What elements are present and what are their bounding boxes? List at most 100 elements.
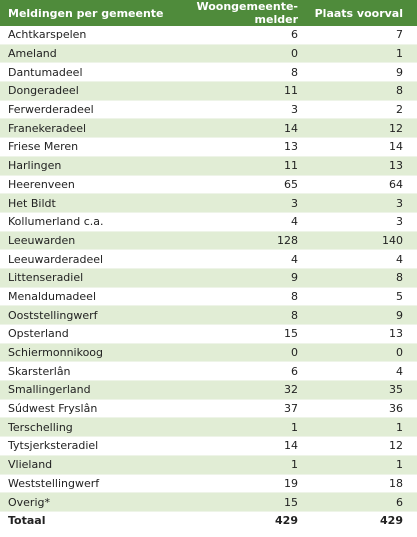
- table-row: Menaldumadeel 8 5: [0, 287, 417, 307]
- table-row: Súdwest Fryslân 37 36: [0, 399, 417, 419]
- cell-value: 1: [298, 44, 417, 64]
- row-label: Tytsjerksteradiel: [0, 436, 168, 456]
- table-row: Kollumerland c.a. 4 3: [0, 212, 417, 232]
- table-row: Terschelling 1 1: [0, 417, 417, 438]
- table-row: Heerenveen 65 64: [0, 175, 417, 195]
- cell-value: 0: [168, 44, 298, 64]
- table-row: Het Bildt 3 3: [0, 193, 417, 213]
- table-row: Ameland 0 1: [0, 44, 417, 64]
- cell-value: 65: [168, 175, 298, 195]
- row-label: Dongeradeel: [0, 81, 168, 101]
- table-body: Achtkarspelen 6 7 Ameland 0 1 Dantumadeel 8 9 Don…: [0, 26, 417, 530]
- cell-value: 13: [168, 137, 298, 157]
- row-label: Dantumadeel: [0, 62, 168, 83]
- row-label: Heerenveen: [0, 175, 168, 195]
- cell-value: 4: [298, 249, 417, 269]
- cell-value: 429: [168, 510, 298, 530]
- table-row: Weststellingwerf 19 18: [0, 474, 417, 494]
- cell-value: 1: [298, 417, 417, 438]
- cell-value: 14: [168, 436, 298, 456]
- header-cell: Woongemeente-melder: [168, 0, 298, 26]
- cell-value: 37: [168, 399, 298, 419]
- cell-value: 8: [298, 81, 417, 101]
- table-row: Leeuwarderadeel 4 4: [0, 249, 417, 269]
- row-label: Vlieland: [0, 455, 168, 475]
- cell-value: 11: [168, 156, 298, 176]
- cell-value: 5: [298, 287, 417, 307]
- cell-value: 128: [168, 231, 298, 251]
- row-label: Menaldumadeel: [0, 287, 168, 307]
- row-label: Littenseradiel: [0, 268, 168, 288]
- row-label: Kollumerland c.a.: [0, 212, 168, 232]
- row-label: Het Bildt: [0, 193, 168, 213]
- row-label: Leeuwarden: [0, 231, 168, 251]
- row-label: Franekeradeel: [0, 118, 168, 139]
- cell-value: 8: [168, 305, 298, 325]
- table-row: Dantumadeel 8 9: [0, 62, 417, 83]
- cell-value: 3: [168, 100, 298, 120]
- cell-value: 1: [298, 455, 417, 475]
- row-label: Schiermonnikoog: [0, 343, 168, 363]
- row-label: Opsterland: [0, 324, 168, 344]
- table-row: Schiermonnikoog 0 0: [0, 343, 417, 363]
- cell-value: 19: [168, 474, 298, 494]
- cell-value: 12: [298, 436, 417, 456]
- cell-value: 6: [298, 492, 417, 512]
- row-label: Súdwest Fryslân: [0, 399, 168, 419]
- table-row: Friese Meren 13 14: [0, 137, 417, 157]
- cell-value: 3: [168, 193, 298, 213]
- row-label: Ooststellingwerf: [0, 305, 168, 325]
- cell-value: 0: [298, 343, 417, 363]
- table-row: Opsterland 15 13: [0, 324, 417, 344]
- table-row: Skarsterlân 6 4: [0, 361, 417, 382]
- row-label: Ameland: [0, 44, 168, 64]
- cell-value: 1: [168, 455, 298, 475]
- header-cell: Meldingen per gemeente: [0, 0, 168, 26]
- row-label: Totaal: [0, 510, 168, 530]
- cell-value: 14: [298, 137, 417, 157]
- table-row: Overig* 15 6: [0, 492, 417, 512]
- cell-value: 9: [298, 62, 417, 83]
- row-label: Overig*: [0, 492, 168, 512]
- header-row: Meldingen per gemeente Woongemeente-meld…: [0, 0, 417, 26]
- table-row: Achtkarspelen 6 7: [0, 26, 417, 45]
- table-row: Totaal 429 429: [0, 510, 417, 530]
- cell-value: 7: [298, 26, 417, 45]
- cell-value: 13: [298, 156, 417, 176]
- cell-value: 11: [168, 81, 298, 101]
- table-row: Littenseradiel 9 8: [0, 268, 417, 288]
- table-row: Tytsjerksteradiel 14 12: [0, 436, 417, 456]
- cell-value: 13: [298, 324, 417, 344]
- cell-value: 4: [298, 361, 417, 382]
- cell-value: 0: [168, 343, 298, 363]
- table-row: Smallingerland 32 35: [0, 380, 417, 400]
- cell-value: 3: [298, 212, 417, 232]
- table-row: Leeuwarden 128 140: [0, 231, 417, 251]
- row-label: Terschelling: [0, 417, 168, 438]
- row-label: Achtkarspelen: [0, 26, 168, 45]
- cell-value: 18: [298, 474, 417, 494]
- cell-value: 9: [298, 305, 417, 325]
- table-row: Franekeradeel 14 12: [0, 118, 417, 139]
- cell-value: 429: [298, 510, 417, 530]
- cell-value: 32: [168, 380, 298, 400]
- cell-value: 6: [168, 26, 298, 45]
- cell-value: 64: [298, 175, 417, 195]
- table-row: Dongeradeel 11 8: [0, 81, 417, 101]
- cell-value: 14: [168, 118, 298, 139]
- row-label: Smallingerland: [0, 380, 168, 400]
- row-label: Weststellingwerf: [0, 474, 168, 494]
- cell-value: 3: [298, 193, 417, 213]
- cell-value: 12: [298, 118, 417, 139]
- row-label: Friese Meren: [0, 137, 168, 157]
- row-label: Harlingen: [0, 156, 168, 176]
- row-label: Skarsterlân: [0, 361, 168, 382]
- cell-value: 2: [298, 100, 417, 120]
- cell-value: 15: [168, 324, 298, 344]
- row-label: Leeuwarderadeel: [0, 249, 168, 269]
- table-row: Vlieland 1 1: [0, 455, 417, 475]
- table-row: Harlingen 11 13: [0, 156, 417, 176]
- cell-value: 4: [168, 212, 298, 232]
